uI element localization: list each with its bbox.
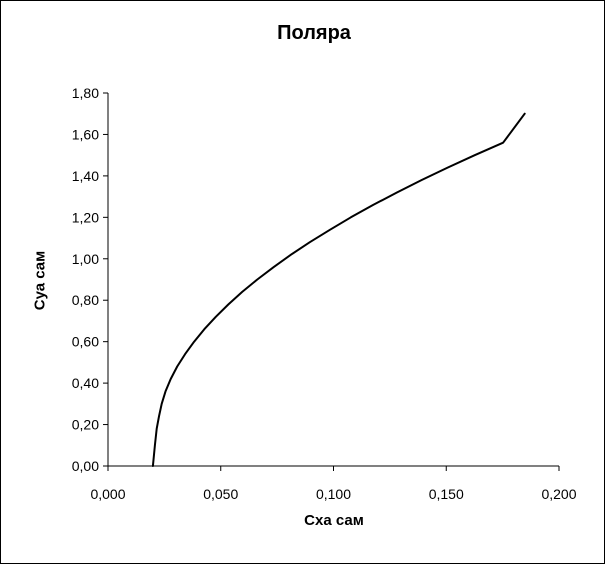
y-tick-label: 1,40 (72, 168, 99, 184)
y-tick-label: 0,80 (72, 292, 99, 308)
y-tick-label: 0,60 (72, 334, 99, 350)
x-tick-label: 0,050 (203, 486, 238, 502)
y-tick-label: 1,60 (72, 126, 99, 142)
y-tick-label: 0,40 (72, 375, 99, 391)
y-tick-label: 1,20 (72, 209, 99, 225)
x-tick-label: 0,200 (541, 486, 576, 502)
y-tick-label: 1,80 (72, 85, 99, 101)
x-tick-label: 0,100 (316, 486, 351, 502)
y-tick-label: 0,20 (72, 417, 99, 433)
chart-title: Поляра (277, 22, 351, 44)
y-tick-label: 1,00 (72, 251, 99, 267)
x-axis-label: Сха сам (304, 512, 364, 529)
x-tick-label: 0,150 (429, 486, 464, 502)
x-tick-label: 0,000 (90, 486, 125, 502)
y-tick-label: 0,00 (72, 458, 99, 474)
series-line (151, 112, 526, 467)
